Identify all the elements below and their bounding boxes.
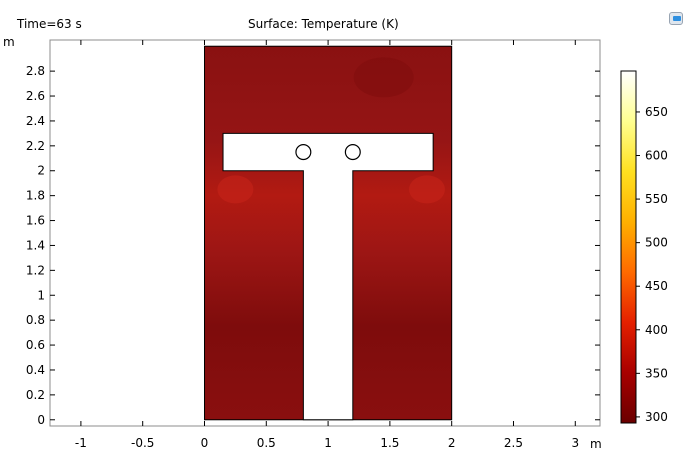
- plot-window-icon[interactable]: [669, 12, 683, 25]
- plot-title: Surface: Temperature (K): [248, 17, 399, 31]
- y-tick-label: 0.2: [26, 388, 45, 402]
- y-tick-label: 0.6: [26, 338, 45, 352]
- colorbar-tick-label: 500: [645, 236, 668, 250]
- y-tick-label: 1.4: [26, 238, 45, 252]
- colorbar: 300 350 400 450 500 550 600 650: [620, 70, 668, 424]
- y-tick-label: 1: [37, 288, 45, 302]
- y-tick-label: 2: [37, 164, 45, 178]
- x-tick-label: -0.5: [131, 436, 154, 450]
- time-label: Time=63 s: [17, 17, 82, 31]
- y-tick-label: 0.8: [26, 313, 45, 327]
- x-tick-label: 1: [324, 436, 332, 450]
- colorbar-gradient: [620, 70, 637, 424]
- hot-plume-left: [217, 175, 254, 204]
- y-tick-label: 2.8: [26, 64, 45, 78]
- x-axis-ticks: -1 -0.5 0 0.5 1 1.5 2 2.5 3: [75, 40, 579, 450]
- colorbar-tick-label: 550: [645, 192, 668, 206]
- x-tick-label: 0.5: [257, 436, 276, 450]
- y-tick-label: 2.6: [26, 89, 45, 103]
- x-tick-label: 0: [201, 436, 209, 450]
- x-tick-label: 2: [448, 436, 456, 450]
- x-axis-unit-label: m: [590, 437, 602, 451]
- x-tick-label: 1.5: [380, 436, 399, 450]
- temperature-field: [203, 45, 453, 421]
- y-tick-label: 1.2: [26, 263, 45, 277]
- colorbar-tick-label: 600: [645, 149, 668, 163]
- colorbar-tick-label: 650: [645, 105, 668, 119]
- y-tick-label: 2.4: [26, 114, 45, 128]
- y-tick-label: 1.8: [26, 189, 45, 203]
- y-tick-label: 1.6: [26, 214, 45, 228]
- heat-source-circle: [295, 144, 312, 161]
- heat-source-circle: [344, 144, 361, 161]
- cool-region-top: [353, 57, 414, 98]
- t-shaped-obstacle: [222, 132, 434, 421]
- axes-frame: [49, 39, 601, 427]
- y-tick-label: 2.2: [26, 139, 45, 153]
- x-tick-label: 2.5: [504, 436, 523, 450]
- colorbar-tick-label: 350: [645, 366, 668, 380]
- x-tick-label: 3: [571, 436, 579, 450]
- y-tick-label: 0.4: [26, 363, 45, 377]
- colorbar-tick-label: 300: [645, 410, 668, 424]
- y-tick-label: 0: [37, 413, 45, 427]
- y-axis-ticks: 0 0.2 0.4 0.6 0.8 1 1.2 1.4 1.6 1.8 2 2.2 2.4 2.6 2.8: [26, 64, 600, 427]
- hot-plume-right: [408, 175, 445, 204]
- y-axis-unit-label: m: [3, 35, 15, 49]
- colorbar-tick-label: 450: [645, 279, 668, 293]
- x-tick-label: -1: [75, 436, 87, 450]
- colorbar-tick-label: 400: [645, 323, 668, 337]
